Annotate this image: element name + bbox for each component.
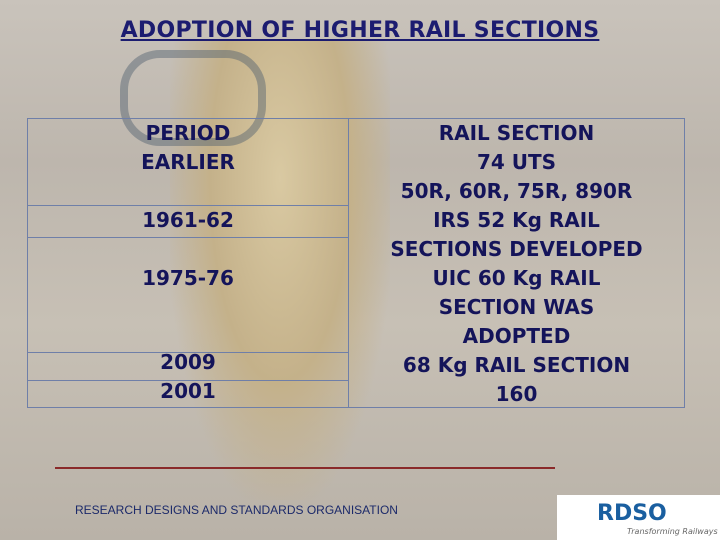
cell-text: EARLIER (141, 150, 235, 174)
cell-text: IRS 52 Kg RAIL (433, 208, 600, 232)
logo-tagline: Transforming Railways (627, 527, 718, 536)
period-cell: 2001 (160, 379, 216, 403)
cell-text: 74 UTS (476, 150, 557, 174)
rail-section-cell: RAIL SECTION 74 UTS 50R, 60R, 75R, 890R IRS… (348, 119, 685, 409)
cell-text: 68 Kg RAIL SECTION (402, 353, 631, 377)
cell-text: SECTIONS DEVELOPED (390, 237, 643, 261)
cell-text: 50R, 60R, 75R, 890R (400, 179, 633, 203)
footer-text: RESEARCH DESIGNS AND STANDARDS ORGANISAT… (75, 503, 398, 517)
title: ADOPTION OF HIGHER RAIL SECTIONS (120, 18, 600, 43)
cell-text: ADOPTED (462, 324, 571, 348)
period-cell: PERIOD EARLIER (27, 119, 349, 177)
rail-shape (170, 40, 390, 500)
cell-text: PERIOD (145, 121, 231, 145)
table-cell (348, 118, 685, 408)
footer-line (55, 467, 555, 469)
cell-text: RAIL SECTION (438, 121, 595, 145)
cell-text: SECTION WAS (438, 295, 595, 319)
table-cell (27, 237, 349, 353)
cell-text: 160 (495, 382, 538, 406)
logo-text: RDSO (597, 501, 667, 526)
period-cell: 2009 (160, 350, 216, 374)
period-cell: 1975-76 (142, 266, 234, 290)
logo: RDSO Transforming Railways (557, 495, 720, 540)
period-cell: 1961-62 (142, 208, 234, 232)
cell-text: UIC 60 Kg RAIL (432, 266, 601, 290)
chain-shape (120, 50, 266, 146)
